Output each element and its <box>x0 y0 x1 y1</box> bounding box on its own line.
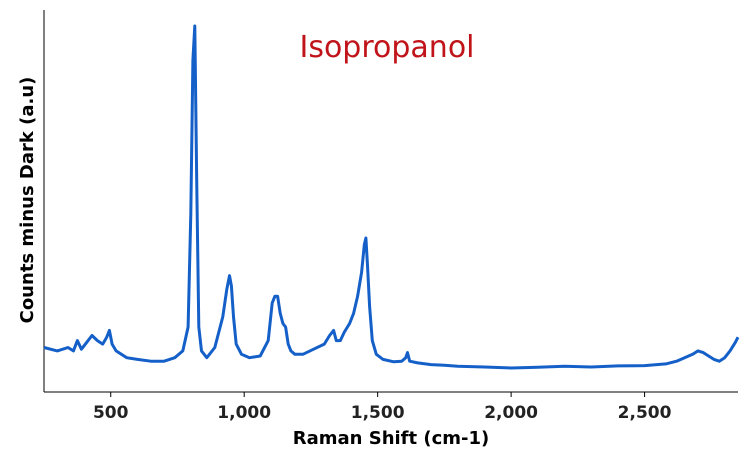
x-tick-label: 2,000 <box>484 403 538 423</box>
x-axis-label: Raman Shift (cm-1) <box>293 428 490 449</box>
x-tick-labels: 500 1,000 1,500 2,000 2,500 <box>93 392 672 423</box>
y-axis-label: Counts minus Dark (a.u) <box>17 77 38 324</box>
chart-title: Isopropanol <box>299 30 474 65</box>
x-tick-label: 1,500 <box>351 403 405 423</box>
x-tick-label: 500 <box>93 403 129 423</box>
x-tick-label: 2,500 <box>618 403 672 423</box>
x-tick-label: 1,000 <box>217 403 271 423</box>
spectrum-series-line <box>43 24 740 370</box>
